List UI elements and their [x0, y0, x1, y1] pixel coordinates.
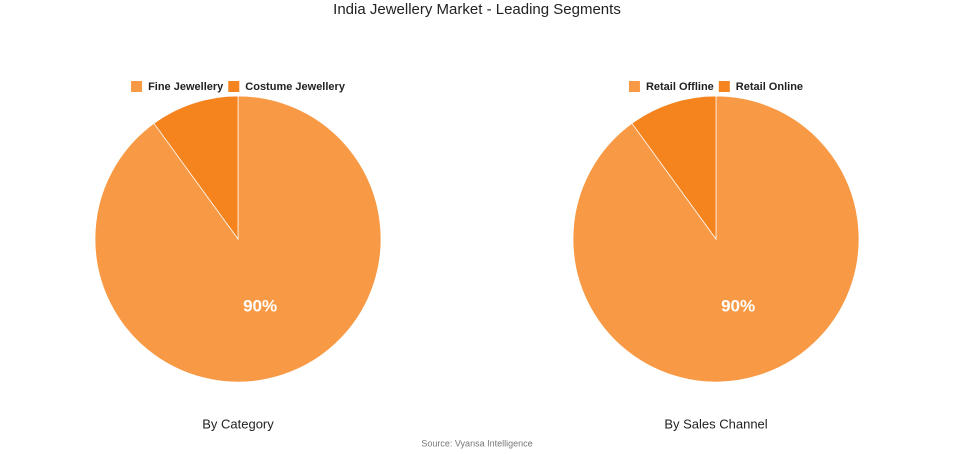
- legend-swatch: [131, 81, 143, 92]
- legend-swatch: [628, 81, 640, 92]
- legend-swatch: [228, 81, 240, 92]
- chart-subtitle: By Sales Channel: [664, 416, 767, 431]
- pie-slice: [631, 95, 717, 241]
- pie-slice: [153, 95, 239, 241]
- page-title: India Jewellery Market - Leading Segment…: [333, 1, 621, 18]
- chart-subtitle: By Category: [202, 416, 274, 431]
- legend-label: Fine Jewellery: [148, 81, 224, 93]
- legend-label: Costume Jewellery: [245, 81, 346, 93]
- value-label: 90%: [721, 296, 755, 315]
- value-label: 90%: [243, 296, 277, 315]
- legend-label: Retail Online: [736, 81, 803, 93]
- source: Source: Vyansa Intelligence: [421, 438, 532, 448]
- legend-label: Retail Offline: [646, 81, 714, 93]
- legend-swatch: [718, 81, 730, 92]
